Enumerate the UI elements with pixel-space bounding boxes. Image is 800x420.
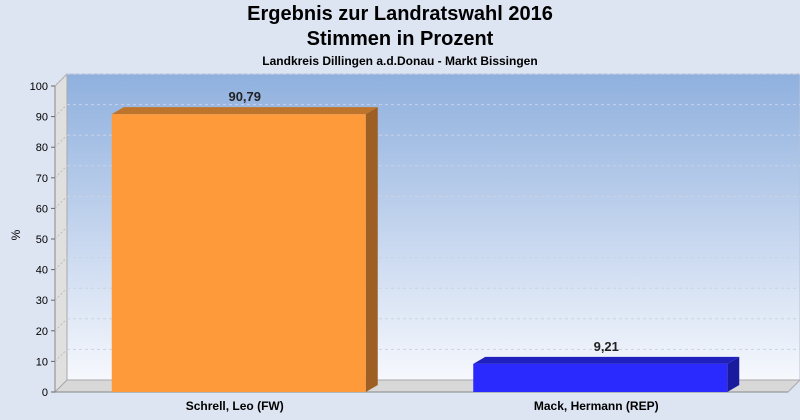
gridline-side [54,287,68,301]
bar-value-label: 90,79 [228,89,261,104]
y-tick-label: 40 [36,265,48,277]
bar-side [365,107,378,392]
y-tick-label: 0 [42,387,48,399]
gridline-side [54,73,68,87]
y-tick-label: 50 [36,234,48,246]
x-tick-label: Mack, Hermann (REP) [534,399,659,413]
bar-side [727,356,740,392]
gridline-side [54,349,68,362]
gridline-side [54,257,68,270]
bar-top [473,356,740,364]
y-axis-label: % [9,229,23,240]
bar-top [111,107,378,115]
bar [111,114,366,392]
gridline-side [54,134,68,148]
y-tick-label: 100 [30,81,48,93]
x-tick-label: Schrell, Leo (FW) [186,399,284,413]
gridline-side [54,226,68,240]
gridline-side [54,104,68,117]
gridline-side [54,165,68,179]
bar [473,363,728,392]
y-tick-label: 20 [36,326,48,338]
gridline-side [54,196,68,209]
y-tick-label: 10 [36,356,48,368]
y-tick-label: 90 [36,112,48,124]
chart-caption: Landkreis Dillingen a.d.Donau - Markt Bi… [262,54,538,68]
gridline-side [54,318,68,332]
chart-title: Ergebnis zur Landratswahl 2016 [247,3,553,25]
chart-subtitle: Stimmen in Prozent [306,28,494,50]
y-tick-label: 60 [36,203,48,215]
y-tick-label: 30 [36,295,48,307]
y-tick-label: 70 [36,173,48,185]
y-tick-label: 80 [36,142,48,154]
bar-value-label: 9,21 [594,339,619,354]
